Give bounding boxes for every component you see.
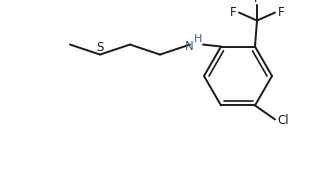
Text: Cl: Cl: [277, 114, 289, 127]
Text: F: F: [278, 6, 284, 19]
Text: S: S: [96, 41, 104, 54]
Text: N: N: [185, 40, 194, 53]
Text: H: H: [194, 34, 202, 43]
Text: F: F: [254, 0, 260, 5]
Text: F: F: [230, 6, 236, 19]
